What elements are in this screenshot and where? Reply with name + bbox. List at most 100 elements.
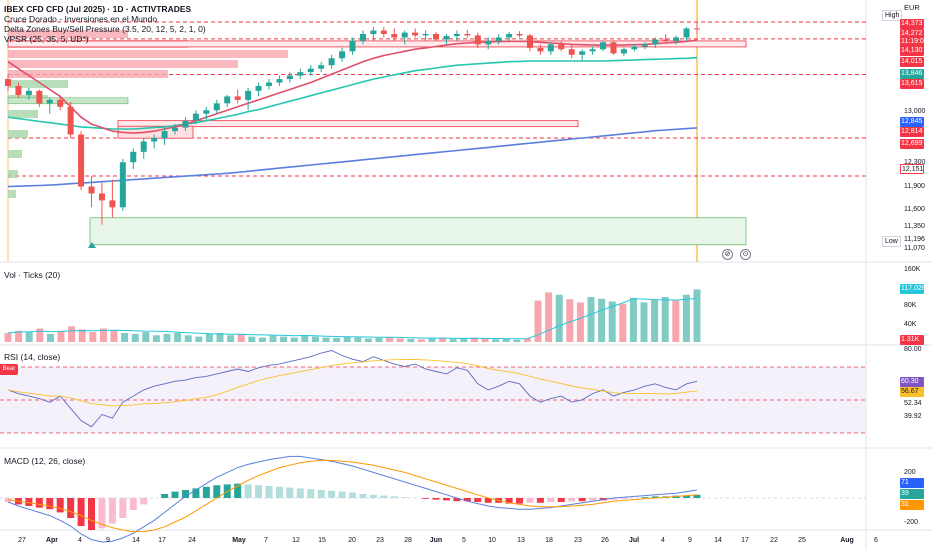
indicator-vpsr[interactable]: VPSR (25, 35, 5, UD*) bbox=[4, 34, 89, 44]
candle-body bbox=[391, 33, 398, 38]
macd-histogram-bar bbox=[328, 490, 336, 498]
volume-axis-label: 40K bbox=[904, 321, 917, 328]
volume-profile-bar bbox=[8, 70, 168, 78]
rsi-legend[interactable]: RSI (14, close) bbox=[4, 352, 61, 362]
price-tag: 11:19:06 bbox=[900, 37, 928, 47]
macd-histogram-bar bbox=[25, 498, 33, 506]
x-axis-label: 4 bbox=[661, 537, 665, 544]
macd-histogram-bar bbox=[46, 498, 54, 510]
volume-bar bbox=[672, 300, 680, 342]
candle-body bbox=[151, 137, 158, 142]
candle-body bbox=[485, 40, 492, 45]
volume-bar bbox=[333, 337, 341, 342]
volume-bar bbox=[598, 298, 606, 342]
x-axis-label: 26 bbox=[601, 537, 609, 544]
volume-bar bbox=[502, 338, 510, 342]
candle-body bbox=[673, 37, 680, 41]
volume-bar bbox=[25, 332, 33, 342]
indicator-delta-zones[interactable]: Delta Zones Buy/Sell Pressure (3.5, 20, … bbox=[4, 24, 206, 34]
symbol-title[interactable]: IBEX CFD CFD (Jul 2025) · 1D · ACTIVTRAD… bbox=[4, 4, 192, 14]
volume-profile-bar bbox=[8, 190, 16, 198]
price-tag: 13,615 bbox=[900, 79, 924, 89]
macd-legend[interactable]: MACD (12, 26, close) bbox=[4, 456, 86, 466]
volume-bar bbox=[492, 339, 500, 342]
macd-histogram-bar bbox=[693, 494, 701, 498]
volume-bar bbox=[534, 300, 542, 342]
macd-histogram-bar bbox=[171, 491, 179, 498]
volume-bar bbox=[629, 297, 637, 342]
candle-body bbox=[119, 162, 126, 208]
candle-body bbox=[286, 75, 293, 80]
macd-last-tag: 39 bbox=[900, 489, 924, 499]
alert-icon[interactable]: ⊘ bbox=[722, 249, 733, 260]
candle-body bbox=[213, 103, 220, 111]
candle-body bbox=[307, 68, 314, 73]
candle-body bbox=[245, 90, 252, 100]
candle-body bbox=[631, 46, 638, 50]
candle-body bbox=[464, 33, 471, 36]
volume-bar bbox=[152, 335, 160, 342]
macd-histogram-bar bbox=[422, 498, 430, 499]
price-axis-label: 12,300 bbox=[904, 159, 926, 166]
rsi-axis-label: 39.92 bbox=[904, 413, 922, 420]
macd-histogram-bar bbox=[484, 498, 492, 503]
x-axis-label: Aug bbox=[840, 537, 854, 544]
x-axis-label: 15 bbox=[318, 537, 326, 544]
candle-body bbox=[620, 49, 627, 54]
volume-profile-bar bbox=[8, 80, 68, 88]
x-axis-label: 20 bbox=[348, 537, 356, 544]
candle-body bbox=[453, 33, 460, 37]
volume-bar bbox=[301, 335, 309, 342]
macd-last-tag: 31 bbox=[900, 500, 924, 510]
volume-bar bbox=[470, 337, 478, 342]
macd-histogram-bar bbox=[307, 489, 315, 498]
price-axis-label: 11,350 bbox=[904, 223, 925, 230]
candle-body bbox=[192, 113, 199, 121]
volume-profile-bar bbox=[8, 50, 288, 58]
currency-label[interactable]: EUR bbox=[904, 3, 920, 12]
volume-bar bbox=[619, 303, 627, 342]
macd-histogram-bar bbox=[213, 485, 221, 498]
volume-bar bbox=[396, 338, 404, 342]
volume-bar bbox=[545, 292, 553, 342]
x-axis-label: 24 bbox=[188, 537, 196, 544]
candle-body bbox=[694, 28, 700, 30]
candle-body bbox=[130, 151, 137, 163]
lock-icon[interactable]: ⊙ bbox=[740, 249, 751, 260]
candle-body bbox=[412, 32, 419, 36]
candle-body bbox=[203, 110, 210, 114]
macd-histogram-bar bbox=[296, 488, 304, 498]
x-axis-label: May bbox=[232, 537, 246, 544]
x-axis-label: Jul bbox=[629, 537, 639, 544]
x-axis-label: 23 bbox=[376, 537, 384, 544]
sma-red-line bbox=[7, 39, 698, 134]
macd-histogram-bar bbox=[202, 486, 210, 498]
volume-bar bbox=[439, 337, 447, 342]
volume-bar bbox=[354, 337, 362, 342]
volume-legend[interactable]: Vol · Ticks (20) bbox=[4, 270, 61, 280]
macd-histogram-bar bbox=[265, 486, 273, 498]
indicator-cruce-dorado[interactable]: Cruce Dorado - Inversiones en el Mundo bbox=[4, 14, 158, 24]
macd-histogram-bar bbox=[181, 490, 189, 498]
x-axis-label: 25 bbox=[798, 537, 806, 544]
candle-body bbox=[516, 33, 523, 36]
candle-body bbox=[579, 51, 586, 55]
x-axis-label: 9 bbox=[106, 537, 110, 544]
candle-body bbox=[547, 44, 554, 52]
volume-bar bbox=[216, 333, 224, 342]
volume-bar bbox=[174, 333, 182, 342]
candle-body bbox=[36, 90, 43, 104]
candle-body bbox=[318, 65, 325, 69]
resistance-zone-2 bbox=[117, 120, 579, 128]
volume-last-tag: 117.02K bbox=[900, 284, 927, 294]
macd-histogram-bar bbox=[589, 498, 597, 501]
price-tag: 14,373 bbox=[900, 19, 924, 29]
volume-bar bbox=[57, 330, 65, 342]
candle-body bbox=[46, 99, 53, 104]
candle-body bbox=[339, 51, 346, 59]
macd-histogram-bar bbox=[77, 498, 85, 526]
macd-histogram-bar bbox=[140, 498, 148, 505]
bear-badge: Bear bbox=[0, 364, 18, 375]
candle-body bbox=[109, 200, 116, 208]
candle-body bbox=[5, 79, 11, 86]
